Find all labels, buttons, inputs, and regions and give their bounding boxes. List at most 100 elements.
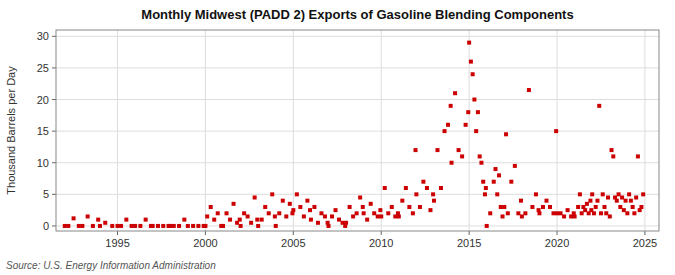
grid-line-x [205,30,206,231]
point [323,214,327,218]
point [284,214,288,218]
point [632,211,636,215]
point [544,199,548,203]
grid-line-y [56,225,659,226]
point [225,211,229,215]
tick-label-y: 20 [37,94,49,106]
point [249,221,253,225]
point [478,154,482,158]
grid-line-x [381,30,382,231]
tick-y [52,225,56,226]
point [383,186,387,190]
point [305,199,309,203]
point [622,208,626,212]
point [267,211,271,215]
point [326,224,330,228]
point [620,196,624,200]
tick-label-y: 0 [43,220,49,232]
point [295,192,299,196]
point [453,91,457,95]
point [130,224,134,228]
point [548,205,552,209]
point [506,211,510,215]
point [91,224,95,228]
point [379,214,383,218]
point [636,154,640,158]
point [599,211,603,215]
point [334,208,338,212]
title: Monthly Midwest (PADD 2) Exports of Gaso… [141,7,573,22]
tick-label-x: 2020 [545,237,569,249]
point [404,186,408,190]
point [156,224,160,228]
grid-line-y [56,194,659,195]
point [615,199,619,203]
point [212,218,216,222]
point [110,224,114,228]
point [608,214,612,218]
point [488,211,492,215]
point [302,214,306,218]
point [98,224,102,228]
tick-y [52,131,56,132]
point [361,205,365,209]
point [439,186,443,190]
point [255,218,259,222]
point [471,72,475,76]
point [263,205,267,209]
tick-y [52,67,56,68]
point [580,211,584,215]
point [428,208,432,212]
point [337,218,341,222]
tick-y [52,162,56,163]
point [133,224,137,228]
point [63,224,67,228]
axes: 0510152025301995200020052010201520202025 [37,30,659,249]
point [499,205,503,209]
point [483,192,487,196]
point [566,208,570,212]
point [209,205,213,209]
grid-line-y [56,36,659,37]
point [509,180,513,184]
point [365,218,369,222]
point [431,192,435,196]
tick-label-x: 2005 [281,237,305,249]
point [541,205,545,209]
point [309,218,313,222]
tick-label-y: 15 [37,125,49,137]
point [182,218,186,222]
point [597,104,601,108]
point [631,205,635,209]
point [369,202,373,206]
point [116,224,120,228]
y-axis-label: Thousand Barrels per Day [5,66,17,195]
point [172,224,176,228]
point [449,104,453,108]
point [288,202,292,206]
point [618,205,622,209]
point [362,211,366,215]
point [466,110,470,114]
point [604,211,608,215]
point [168,224,172,228]
point [555,211,559,215]
tick-label-x: 2025 [633,237,657,249]
tick-label-y: 25 [37,62,49,74]
point [492,180,496,184]
point [610,148,614,152]
point [639,205,643,209]
point [414,148,418,152]
point [576,205,580,209]
tick-label-x: 2000 [193,237,217,249]
point [432,199,436,203]
point [450,161,454,165]
point [191,224,195,228]
point [523,211,527,215]
grid-line-y [56,67,659,68]
point [138,224,142,228]
point [253,196,257,200]
point [530,205,534,209]
point [534,192,538,196]
tick-label-x: 2015 [457,237,481,249]
